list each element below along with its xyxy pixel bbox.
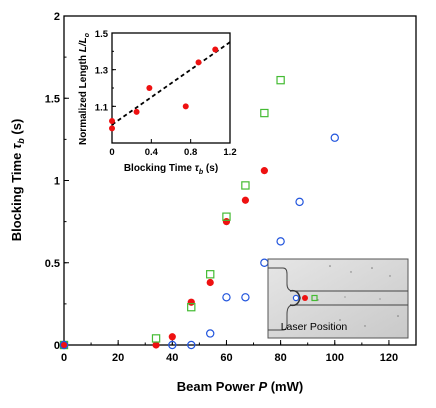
speckle [344, 296, 346, 298]
data-point-filled-circle [212, 46, 219, 53]
x-tick-label: 120 [380, 352, 398, 364]
data-point-open-square [276, 75, 285, 85]
data-point-filled-circle [241, 196, 250, 204]
data-point-open-circle [330, 133, 339, 142]
speckle [379, 298, 381, 300]
data-point-filled-circle [146, 85, 153, 91]
x-tick-label: 80 [274, 352, 286, 364]
x-tick-label: 100 [326, 352, 344, 364]
inset-y-label-subscript: o [84, 32, 91, 37]
data-point-open-circle [295, 197, 304, 207]
y-tick-label: 0 [54, 340, 60, 352]
main-axis-ticks: 0 20 40 60 80 100 120 0 0.5 1 1.5 2 [45, 11, 417, 364]
y-tick-label: 0.5 [45, 258, 60, 270]
data-point-open-circle [59, 340, 69, 350]
y-label-symbol: τ [9, 143, 24, 149]
data-point-open-circle [168, 340, 177, 350]
data-point-filled-circle [182, 103, 189, 110]
x-tick-label: 0.8 [184, 147, 197, 158]
data-point-open-square [260, 108, 269, 118]
speckle [350, 271, 352, 273]
speckle [329, 265, 331, 267]
y-label-text-a: Blocking Time [9, 149, 24, 241]
inset-x-label-text-b: (s) [203, 163, 218, 174]
data-point-filled-circle [60, 341, 68, 349]
data-point-filled-circle [195, 59, 202, 66]
channel-wall-bottom [268, 304, 408, 331]
x-label-text-a: Beam Power [177, 379, 259, 394]
data-point-filled-circle [168, 333, 176, 341]
y-tick-label: 2 [54, 11, 60, 23]
inset-x-axis-label: Blocking Time τb (s) [124, 163, 218, 176]
micrograph-frame [267, 258, 409, 339]
data-point-open-square [241, 181, 250, 190]
speckle [371, 267, 373, 269]
y-label-text-b: (s) [9, 119, 24, 139]
y-tick-label: 1.5 [45, 93, 60, 105]
data-point-open-circle [241, 293, 250, 302]
inset-x-label-subscript: b [199, 169, 204, 176]
inset-data-points [109, 46, 219, 132]
x-tick-label: 1.2 [223, 147, 236, 158]
speckle [317, 299, 319, 301]
x-label-symbol: P [258, 379, 267, 394]
data-point-open-circle [222, 293, 231, 302]
speckle [364, 325, 366, 327]
micrograph-speckles [317, 265, 399, 327]
droplet-interface [289, 289, 301, 307]
speckle [389, 275, 391, 277]
channel-walls [268, 267, 408, 331]
inset-y-label-symbol: L/L [78, 37, 89, 52]
speckle [397, 315, 399, 317]
x-tick-label: 0 [109, 147, 114, 158]
micrograph-caption: Laser Position [281, 321, 348, 333]
x-tick-label: 40 [166, 352, 178, 364]
y-tick-label: 1.3 [95, 66, 108, 77]
data-point-filled-circle [187, 298, 195, 306]
inset-x-label-text-a: Blocking Time [124, 163, 195, 174]
y-tick-label: 1 [54, 176, 60, 188]
data-point-open-circle [206, 329, 215, 338]
data-point-filled-circle [109, 118, 115, 124]
y-tick-label: 1.5 [95, 29, 109, 40]
y-tick-label: 1.1 [95, 102, 109, 113]
inset-y-label-text-a: Normalized Length [78, 52, 89, 145]
data-point-filled-circle [109, 125, 115, 132]
data-point-filled-circle [260, 167, 268, 175]
data-point-filled-circle [133, 108, 140, 115]
micrograph-inset: Laser Position [267, 258, 409, 339]
x-tick-label: 20 [112, 352, 124, 364]
data-point-open-square [151, 334, 161, 343]
data-point-filled-circle [206, 278, 214, 287]
main-plot-area: 0 20 40 60 80 100 120 0 0.5 1 1.5 2 [45, 11, 417, 364]
inset-plot-area: 0 0.4 0.8 1.2 1.1 1.3 1.5 Blocking Time τb (s)… [78, 29, 237, 176]
y-label-subscript: b [16, 138, 26, 144]
data-point-filled-circle [222, 218, 231, 226]
data-point-open-square [222, 212, 231, 221]
data-point-open-circle [187, 340, 196, 350]
data-point-open-circle [276, 237, 285, 246]
laser-position-open-circle [292, 294, 300, 302]
inset-axis-ticks: 0 0.4 0.8 1.2 1.1 1.3 1.5 [95, 29, 237, 158]
x-tick-label: 0.4 [145, 147, 159, 158]
data-point-filled-circle [152, 341, 160, 349]
inset-trendline [111, 41, 231, 126]
main-y-axis-label: Blocking Time τb (s) [9, 119, 26, 242]
x-tick-label: 60 [220, 352, 232, 364]
laser-position-square [311, 294, 318, 302]
x-tick-label: 0 [61, 352, 67, 364]
main-x-axis-label: Beam Power P (mW) [177, 379, 303, 394]
x-label-text-b: (mW) [267, 379, 303, 394]
laser-position-filled-circle [302, 295, 308, 301]
data-point-open-circle [260, 258, 269, 267]
speckle [339, 319, 341, 321]
inset-y-axis-label: Normalized Length L/Lo [78, 32, 91, 145]
data-point-open-square [187, 302, 196, 312]
inset-x-label-symbol: τ [195, 163, 200, 174]
data-point-open-square [206, 270, 215, 279]
